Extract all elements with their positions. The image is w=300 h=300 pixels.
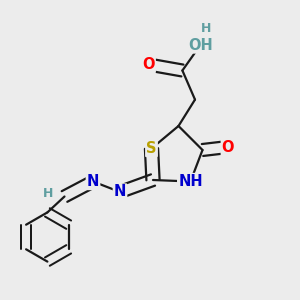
Text: N: N [87,174,99,189]
Text: H: H [201,22,211,35]
Text: O: O [142,57,155,72]
Text: O: O [222,140,234,154]
Text: N: N [114,184,126,200]
Text: H: H [43,187,53,200]
Text: OH: OH [188,38,213,52]
Text: NH: NH [178,174,203,189]
Text: S: S [146,141,157,156]
